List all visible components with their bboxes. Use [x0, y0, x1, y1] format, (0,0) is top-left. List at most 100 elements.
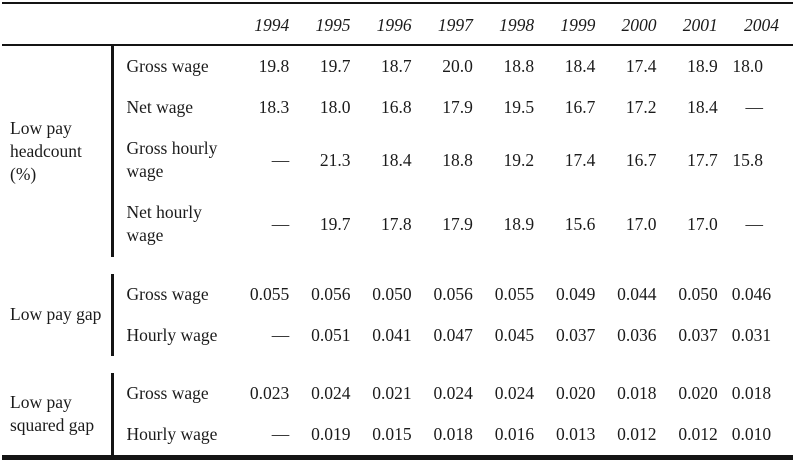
value-cell: 17.4	[625, 56, 657, 76]
row-label: Gross wage	[110, 45, 242, 88]
year-header: 1997	[425, 3, 487, 46]
spacer-cell	[2, 356, 793, 373]
value-cell: 0.056	[311, 283, 351, 304]
value-cell: 17.0	[625, 213, 657, 234]
value-cell: 18.9	[503, 213, 535, 234]
value-cell: 0.047	[433, 324, 473, 345]
row-label: Net wage	[110, 87, 242, 129]
value-cell: 17.2	[625, 97, 657, 118]
value-cell: 17.0	[687, 213, 718, 234]
year-header: 2000	[609, 3, 671, 46]
year-header: 2001	[670, 3, 732, 46]
value-cell: 15.6	[564, 213, 596, 234]
value-cell: 18.8	[503, 56, 535, 76]
table-section: Low pay headcount (%) Gross wage 19.8 19.7 1…	[2, 45, 793, 257]
value-cell: 0.015	[372, 423, 412, 444]
value-cell: 0.024	[433, 382, 473, 403]
value-cell: 17.9	[442, 213, 473, 234]
value-cell: 0.020	[555, 382, 596, 403]
value-cell: 19.7	[319, 213, 351, 234]
spacer-row	[2, 356, 793, 373]
value-cell: 0.050	[678, 283, 718, 304]
section-spacer	[2, 257, 793, 274]
value-cell: 0.037	[678, 324, 718, 345]
value-cell: 0.010	[731, 423, 772, 444]
section-spacer	[2, 356, 793, 373]
corner-cell-rowlabel	[112, 3, 242, 46]
value-cell: —	[745, 213, 764, 234]
value-cell: 18.7	[381, 56, 412, 76]
value-cell: 0.055	[249, 283, 290, 304]
value-cell: 21.3	[319, 149, 351, 170]
year-header: 1999	[548, 3, 610, 46]
value-cell: 0.044	[617, 283, 657, 304]
value-cell: 0.055	[494, 283, 535, 304]
value-cell: 17.4	[564, 149, 596, 170]
value-cell: 0.018	[731, 382, 772, 403]
value-cell: 0.031	[731, 324, 772, 345]
table-header: 1994 1995 1996 1997 1998 1999 2000 2001 2004	[2, 3, 793, 46]
table-section: Low pay gap Gross wage 0.055 0.056 0.050 0.05…	[2, 273, 793, 356]
value-cell: 0.045	[494, 324, 535, 345]
year-header-row: 1994 1995 1996 1997 1998 1999 2000 2001 2004	[2, 3, 793, 46]
value-cell: 0.024	[494, 382, 535, 403]
row-label: Gross wage	[110, 273, 242, 315]
row-label: Net hourly wage	[110, 192, 242, 257]
value-cell: 18.8	[442, 149, 473, 170]
value-cell: —	[271, 149, 290, 170]
value-cell: 17.7	[687, 149, 718, 170]
value-cell: 0.051	[311, 324, 351, 345]
value-cell: 0.050	[372, 283, 412, 304]
value-cell: 18.0	[732, 56, 763, 76]
value-cell: 19.5	[503, 97, 535, 118]
value-cell: 0.016	[494, 423, 535, 444]
year-header: 1994	[242, 3, 304, 46]
year-header: 2004	[731, 3, 793, 46]
value-cell: 19.2	[503, 149, 535, 170]
year-header: 1998	[486, 3, 549, 46]
table-row: Hourly wage — 0.019 0.015 0.018 0.016 0.013 0.0…	[2, 413, 793, 458]
value-cell: 0.049	[555, 283, 596, 304]
value-cell: 19.7	[319, 56, 351, 76]
section-label: Low pay squared gap	[10, 392, 95, 435]
section-label: Low pay gap	[10, 304, 102, 325]
value-cell: 0.041	[372, 324, 412, 345]
value-cell: 16.7	[564, 97, 596, 118]
value-cell: 0.019	[311, 423, 351, 444]
spacer-cell	[2, 257, 793, 274]
value-cell: 0.012	[617, 423, 657, 444]
value-cell: —	[271, 324, 290, 345]
table-section: Low pay squared gap Gross wage 0.023 0.024 0…	[2, 372, 793, 458]
value-cell: 0.023	[249, 382, 290, 403]
value-cell: 0.036	[617, 324, 657, 345]
value-cell: 17.9	[442, 97, 473, 118]
value-cell: 18.4	[381, 149, 412, 170]
row-label: Gross wage	[110, 372, 242, 414]
value-cell: 18.0	[319, 97, 351, 118]
value-cell: 0.012	[678, 423, 718, 444]
spacer-row	[2, 257, 793, 274]
year-header: 1995	[303, 3, 365, 46]
value-cell: 18.4	[687, 97, 718, 118]
row-label: Hourly wage	[110, 314, 242, 356]
value-cell: 18.3	[258, 97, 290, 118]
section-label: Low pay headcount (%)	[10, 118, 82, 184]
corner-cell-section	[2, 3, 112, 46]
table-row: Net wage 18.3 18.0 16.8 17.9 19.5 16.7 17.2 18.4…	[2, 87, 793, 129]
value-cell: 19.8	[258, 56, 290, 76]
value-cell: 18.9	[687, 56, 718, 76]
row-label: Hourly wage	[110, 413, 242, 458]
value-cell: 0.037	[555, 324, 596, 345]
value-cell: 18.4	[564, 56, 596, 76]
value-cell: 0.024	[311, 382, 351, 403]
value-cell: —	[271, 213, 290, 234]
table-row: Low pay headcount (%) Gross wage 19.8 19.7 1…	[2, 45, 793, 184]
value-cell: 0.056	[433, 283, 473, 304]
value-cell: 0.013	[555, 423, 596, 444]
value-cell: 0.020	[678, 382, 718, 403]
value-cell: 16.7	[625, 149, 657, 170]
value-cell: 0.046	[731, 283, 772, 304]
table-row: Net hourly wage — 19.7 17.8 17.9 18.9 15.6 17.0…	[2, 192, 793, 257]
value-cell: 15.8	[732, 149, 763, 170]
